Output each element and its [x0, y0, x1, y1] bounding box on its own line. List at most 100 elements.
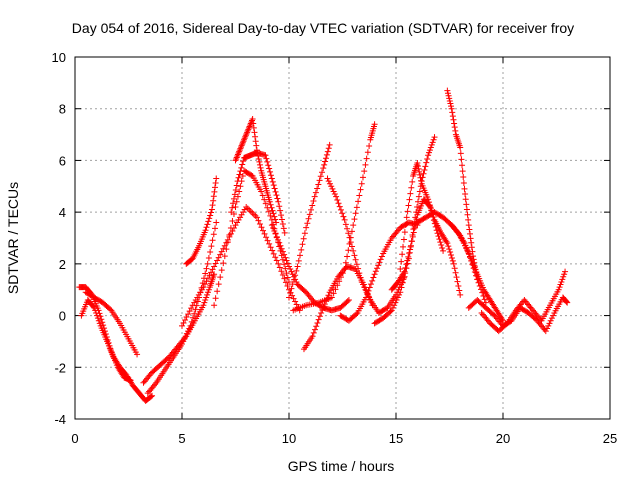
- data-point: [326, 141, 333, 148]
- x-tick-label: 0: [71, 431, 78, 446]
- data-point: [414, 203, 421, 210]
- data-point: [204, 275, 211, 282]
- data-point: [233, 198, 240, 205]
- data-point: [542, 328, 549, 335]
- data-point: [250, 120, 257, 127]
- data-point: [262, 152, 269, 159]
- data-point: [253, 214, 260, 221]
- data-point: [236, 188, 243, 195]
- data-point: [451, 265, 458, 272]
- data-point: [371, 121, 378, 128]
- data-point: [208, 243, 215, 250]
- data-point: [402, 221, 409, 228]
- data-point: [265, 208, 272, 215]
- data-point: [397, 289, 404, 296]
- data-point: [333, 193, 340, 200]
- data-point: [467, 235, 474, 242]
- data-point: [314, 185, 321, 192]
- data-point: [237, 168, 244, 175]
- series-arc-12: [286, 141, 333, 301]
- data-point: [550, 312, 557, 319]
- data-point: [305, 215, 312, 222]
- data-point: [345, 247, 352, 254]
- data-point: [562, 268, 569, 275]
- data-point: [414, 160, 421, 167]
- data-point: [297, 252, 304, 259]
- data-point: [256, 158, 263, 165]
- data-point: [236, 171, 243, 178]
- data-point: [560, 273, 567, 280]
- data-point: [263, 155, 270, 162]
- data-point: [273, 219, 280, 226]
- data-point: [341, 216, 348, 223]
- data-point: [223, 239, 230, 246]
- data-point: [283, 257, 290, 264]
- data-point: [205, 254, 212, 261]
- data-point: [459, 162, 466, 169]
- data-point: [356, 192, 363, 199]
- data-point: [394, 294, 401, 301]
- series-arc-2: [78, 297, 156, 404]
- data-point: [203, 265, 210, 272]
- y-tick-label: 2: [59, 257, 66, 272]
- data-point: [96, 320, 103, 327]
- x-tick-label: 15: [389, 431, 403, 446]
- data-point: [235, 174, 242, 181]
- data-point: [422, 163, 429, 170]
- data-point: [208, 209, 215, 216]
- data-point: [279, 220, 286, 227]
- data-point: [457, 150, 464, 157]
- data-point: [201, 299, 208, 306]
- data-point: [280, 225, 287, 232]
- data-point: [242, 133, 249, 140]
- data-point: [185, 328, 192, 335]
- data-point: [400, 236, 407, 243]
- data-point: [445, 92, 452, 99]
- data-point: [215, 254, 222, 261]
- data-point: [403, 214, 410, 221]
- series-arc-22: [448, 222, 506, 324]
- data-point: [340, 213, 347, 220]
- data-point: [466, 226, 473, 233]
- data-point: [278, 268, 285, 275]
- data-point: [405, 253, 412, 260]
- data-point: [269, 247, 276, 254]
- data-point: [273, 233, 280, 240]
- data-point: [281, 251, 288, 258]
- data-point: [264, 237, 271, 244]
- data-point: [446, 97, 453, 104]
- data-point: [457, 291, 464, 298]
- data-point: [186, 325, 193, 332]
- data-point: [446, 95, 453, 102]
- data-point: [361, 168, 368, 175]
- data-point: [258, 224, 265, 231]
- data-point: [238, 144, 245, 151]
- data-point: [404, 208, 411, 215]
- data-point: [252, 212, 259, 219]
- data-point: [266, 240, 273, 247]
- data-points: [76, 87, 571, 404]
- data-point: [451, 124, 458, 131]
- data-point: [205, 286, 212, 293]
- data-point: [210, 197, 217, 204]
- data-point: [317, 173, 324, 180]
- data-point: [215, 281, 222, 288]
- data-point: [325, 292, 332, 299]
- data-point: [309, 333, 316, 340]
- data-point: [257, 164, 264, 171]
- data-point: [367, 281, 374, 288]
- data-point: [352, 210, 359, 217]
- data-point: [290, 276, 297, 283]
- x-tick-label: 5: [178, 431, 185, 446]
- data-point: [289, 281, 296, 288]
- data-point: [457, 144, 464, 151]
- data-point: [335, 200, 342, 207]
- data-point: [288, 285, 295, 292]
- data-point: [208, 206, 215, 213]
- data-point: [463, 201, 470, 208]
- data-point: [93, 309, 100, 316]
- data-point: [321, 301, 328, 308]
- data-point: [213, 219, 220, 226]
- data-point: [370, 274, 377, 281]
- data-point: [369, 277, 376, 284]
